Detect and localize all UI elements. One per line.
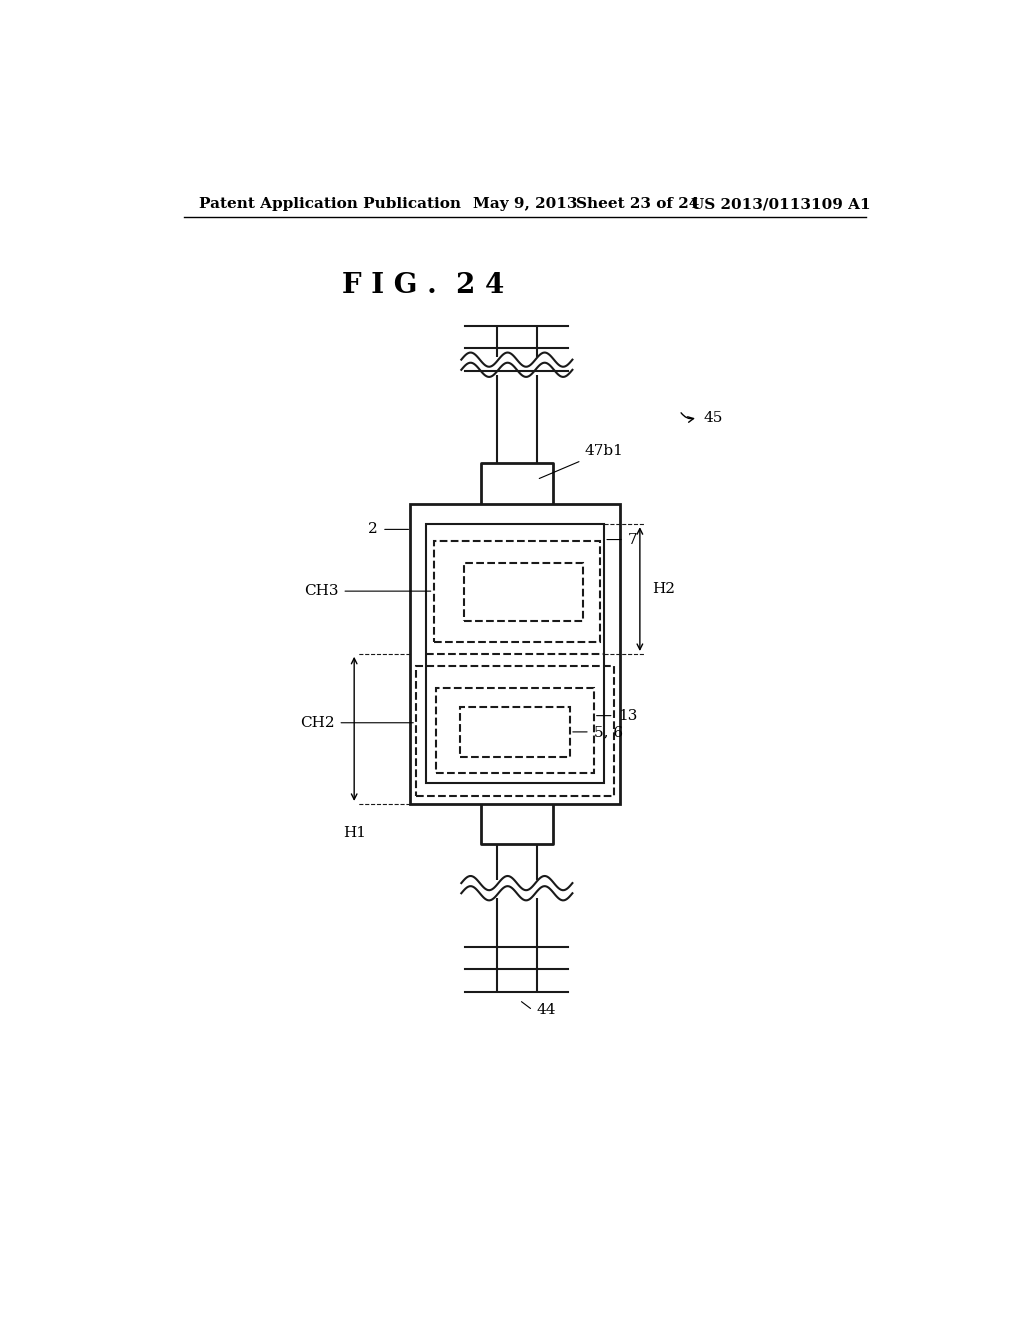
Text: 44: 44 [537,1003,556,1018]
Text: 13: 13 [617,709,637,722]
Text: CH3: CH3 [304,585,338,598]
Bar [436,689,594,774]
Text: Patent Application Publication: Patent Application Publication [200,197,462,211]
Text: 45: 45 [703,411,723,425]
Text: H1: H1 [343,826,366,840]
Text: 5, 6: 5, 6 [594,725,623,739]
Text: May 9, 2013: May 9, 2013 [473,197,578,211]
Bar [416,667,613,796]
Text: US 2013/0113109 A1: US 2013/0113109 A1 [691,197,871,211]
Text: F I G .  2 4: F I G . 2 4 [342,272,505,298]
Text: H2: H2 [652,582,675,597]
Bar [433,541,600,642]
Bar [464,562,583,622]
Bar [426,524,604,784]
Text: 2: 2 [369,523,378,536]
Text: 47b1: 47b1 [540,444,624,478]
Text: CH2: CH2 [300,715,334,730]
Bar [410,504,621,804]
Bar [460,706,570,758]
Text: Sheet 23 of 24: Sheet 23 of 24 [577,197,699,211]
Text: 7: 7 [628,532,638,546]
